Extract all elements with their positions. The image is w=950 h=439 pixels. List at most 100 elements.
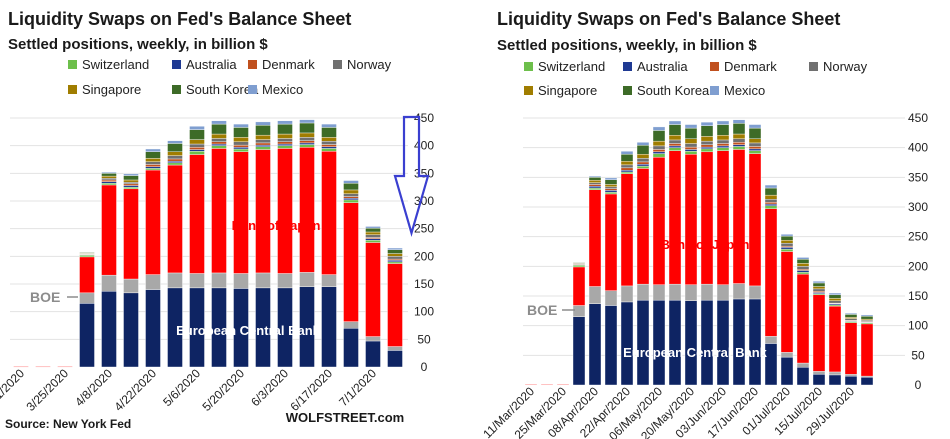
legend-item-mexico: Mexico [248,82,303,97]
bar-segment-bank-of-japan [588,189,602,287]
bar-segment-singapore [233,137,249,142]
bar-segment-mexico [652,126,666,131]
bar-segment-bank-of-japan [101,184,117,276]
y-tick-label: 350 [414,166,434,180]
bar-segment-south-korea [828,294,842,299]
bar-segment-european-central-bank [732,298,746,386]
bar-segment-australia [233,147,249,150]
bar-segment-european-central-bank [844,375,858,386]
bar-segment-bank-of-japan [57,366,73,368]
legend-swatch [248,60,257,69]
x-tick-label: 6/17/2020 [287,366,335,414]
y-tick-label: 400 [908,141,928,155]
bar-segment-switzerland [652,153,666,158]
bar-segment-australia [748,148,762,151]
bar-segment-mexico [167,140,183,144]
bar-segment-norway [387,256,403,260]
bar-segment-boe [812,371,826,375]
bar-segment-european-central-bank [123,292,139,368]
bar-segment-bank-of-japan [700,151,714,285]
bar-segment-australia [604,190,618,193]
bar-segment-boe [101,274,117,292]
chart-left-label-bank-of-japan: Bank of Japan [232,218,321,233]
bar-segment-mexico [700,121,714,126]
bar-segment-singapore [828,298,842,301]
bar-segment-european-central-bank [748,298,762,386]
legend-swatch [172,60,181,69]
bar-segment-mexico [716,120,730,125]
legend-item-australia: Australia [623,59,688,74]
bar-segment-south-korea [844,314,858,318]
legend-swatch [710,62,719,71]
down-arrow-icon [393,115,430,237]
bar-segment-australia [780,247,794,250]
x-tick-label: 5/20/2020 [199,366,247,414]
legend-swatch [809,62,818,71]
legend-item-denmark: Denmark [248,57,315,72]
bar-segment-south-korea [123,175,139,181]
bar-segment-australia [387,260,403,263]
chart-right-label-ecb: European Central Bank [623,345,768,360]
chart-left-label-ecb: European Central Bank [176,323,321,338]
bar-segment-switzerland [716,147,730,151]
bar-segment-singapore [700,136,714,142]
bar-segment-mexico [844,313,858,315]
bar-segment-australia [732,144,746,147]
bar-segment-bank-of-japan [732,149,746,284]
bar-segment-switzerland [636,165,650,169]
chart-left-label-boe: BOE [30,289,60,305]
bar-segment-boe [700,283,714,301]
bar-segment-european-central-bank [588,303,602,386]
legend-item-norway: Norway [333,57,392,72]
bar-segment-australia [588,186,602,189]
bar-segment-switzerland [764,205,778,209]
y-tick-label: 150 [908,289,928,303]
bar-segment-norway [652,145,666,150]
y-tick-label: 200 [414,249,434,263]
bar-segment-european-central-bank [812,374,826,386]
bar-segment-norway [588,182,602,185]
bar-segment-south-korea [732,123,746,135]
bar-segment-mexico [365,226,381,229]
bar-segment-switzerland [732,146,746,150]
bar-segment-bank-of-japan [13,366,29,368]
bar-segment-mexico [255,121,271,126]
y-tick-label: 300 [414,194,434,208]
bar-segment-switzerland [604,191,618,195]
bar-segment-boe [780,352,794,358]
legend-item-mexico: Mexico [710,83,765,98]
bar-segment-european-central-bank [321,286,337,368]
chart-right-x-axis: 11/Mar/202025/Mar/202008/Apr/202022/Apr/… [480,384,857,439]
bar-segment-switzerland [343,199,359,203]
bar-segment-european-central-bank [365,340,381,368]
bar-segment-bank-of-japan [604,193,618,291]
bar-segment-switzerland [748,150,762,154]
bar-segment-australia [277,143,293,146]
bar-segment-singapore [620,161,634,166]
bar-segment-mexico [796,257,810,260]
legend-swatch [68,85,77,94]
legend-item-switzerland: Switzerland [524,59,605,74]
x-tick-label: 4/8/2020 [72,366,115,409]
bar-segment-switzerland [123,186,139,190]
bar-segment-south-korea [652,130,666,142]
bar-segment-switzerland [233,148,249,152]
bar-segment-south-korea [636,145,650,155]
bar-segment-denmark [189,147,205,150]
y-tick-label: 50 [911,348,925,362]
legend-swatch [524,62,533,71]
legend-item-switzerland: Switzerland [68,57,149,72]
bar-segment-european-central-bank [343,328,359,368]
bar-segment-norway [844,318,858,321]
chart-left-title: Liquidity Swaps on Fed's Balance Sheet [8,9,351,29]
bar-segment-european-central-bank [828,374,842,386]
y-tick-label: 250 [414,222,434,236]
bar-segment-boe [365,336,381,342]
bar-segment-denmark [101,179,117,182]
x-tick-label: 7/1/2020 [336,366,379,409]
chart-left-gridlines [10,117,408,340]
bar-segment-australia [684,149,698,152]
bar-segment-mexico [277,120,293,125]
bar-segment-australia [123,185,139,188]
